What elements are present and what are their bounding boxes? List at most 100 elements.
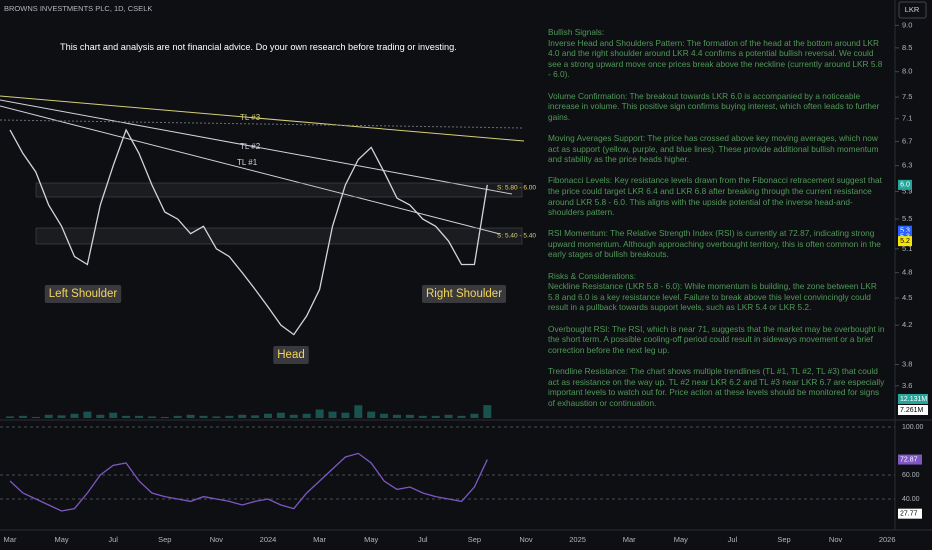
volume-bar <box>6 416 14 418</box>
paragraph: RSI Momentum: The Relative Strength Inde… <box>548 228 881 260</box>
price-tag <box>898 236 912 247</box>
volume-bar <box>393 414 401 418</box>
analysis-panel: Bullish Signals: Inverse Head and Shoulde… <box>548 27 886 419</box>
volume-bar <box>431 415 440 418</box>
volume-bar <box>57 415 66 418</box>
paragraph: Fibonacci Levels: Key resistance levels … <box>548 175 882 218</box>
volume-bar <box>418 415 427 418</box>
rsi-tick-label: 40.00 <box>902 496 920 503</box>
price-tag <box>898 225 912 236</box>
symbol-title: BROWNS INVESTMENTS PLC, 1D, CSELK <box>4 4 152 13</box>
trendline <box>0 99 513 195</box>
x-tick-label: 2024 <box>260 535 277 544</box>
volume-bar <box>122 415 131 418</box>
volume-bar <box>44 414 53 418</box>
pattern-label-box <box>44 285 122 303</box>
zone-label: S: 5.80 - 6.00 <box>497 185 536 192</box>
x-tick-label: Sep <box>158 535 171 544</box>
x-tick-label: May <box>364 535 378 544</box>
rsi-tick-label: 60.00 <box>902 472 920 479</box>
x-tick-label: Mar <box>313 535 326 544</box>
x-tick-label: Sep <box>777 535 790 544</box>
price-tag-label: 5.2 <box>900 238 910 245</box>
volume-bar <box>212 416 221 418</box>
pattern-label-box <box>421 285 507 303</box>
x-tick-label: Nov <box>829 535 843 544</box>
paragraph: Volume Confirmation: The breakout toward… <box>548 90 880 122</box>
y-tick-label: 4.2 <box>902 320 912 329</box>
y-tick-label: 8.0 <box>902 67 912 76</box>
currency-box[interactable] <box>898 1 927 19</box>
pattern-label: Left Shoulder <box>49 288 118 300</box>
y-tick-label: 7.1 <box>902 114 912 123</box>
support-zone <box>35 182 523 198</box>
rsi-tag-label: 72.87 <box>900 456 918 463</box>
x-tick-label: 2026 <box>879 535 896 544</box>
price-tag-label: 6.0 <box>900 182 910 189</box>
volume-bar <box>109 412 118 418</box>
volume-tag <box>898 394 928 404</box>
x-tick-label: 2025 <box>569 535 586 544</box>
trendline-label: TL #3 <box>240 113 261 122</box>
section-heading: Risks & Considerations: <box>548 270 637 281</box>
volume-bar <box>70 413 79 418</box>
x-tick-label: Jul <box>418 535 428 544</box>
paragraph: Moving Averages Support: The price has c… <box>548 132 879 165</box>
volume-bar <box>31 416 40 418</box>
x-tick-label: Mar <box>623 535 636 544</box>
volume-bar <box>444 414 453 418</box>
volume-bar <box>367 411 376 418</box>
pattern-label: Head <box>277 349 305 361</box>
price-line <box>9 128 488 336</box>
volume-tag-label: 7.261M <box>900 407 924 414</box>
disclaimer: This chart and analysis are not financia… <box>60 42 457 52</box>
y-tick-label: 5.1 <box>902 244 912 253</box>
volume-bar <box>405 414 414 418</box>
rsi-line <box>9 452 488 512</box>
paragraph: Inverse Head and Shoulders Pattern: The … <box>548 37 883 80</box>
y-tick-label: 6.7 <box>902 136 912 145</box>
paragraph: Overbought RSI: The RSI, which is near 7… <box>548 323 885 355</box>
rsi-tag-label: 27.77 <box>900 511 918 518</box>
volume-bar <box>264 413 272 418</box>
y-tick-label: 7.5 <box>902 92 912 101</box>
y-tick-label: 3.8 <box>902 359 912 368</box>
x-tick-label: Nov <box>519 535 533 544</box>
y-tick-label: 8.5 <box>902 43 912 52</box>
price-tag <box>898 179 912 190</box>
trendline <box>0 95 525 142</box>
x-tick-label: Nov <box>210 535 224 544</box>
volume-bar <box>251 415 260 418</box>
volume-bar <box>83 411 92 418</box>
y-tick-label: 4.8 <box>902 268 912 277</box>
fib-line <box>0 119 525 129</box>
x-tick-label: Jul <box>728 535 738 544</box>
paragraph: Trendline Resistance: The chart shows mu… <box>548 366 885 408</box>
volume-bar <box>186 414 195 418</box>
currency[interactable]: LKR <box>905 5 920 14</box>
y-tick-label: 9.0 <box>902 20 912 29</box>
volume-bar <box>96 414 105 418</box>
volume-bar <box>341 412 350 418</box>
x-tick-label: Mar <box>4 535 17 544</box>
y-tick-label: 5.5 <box>902 214 912 223</box>
volume-bar <box>380 413 389 418</box>
volume-bar <box>354 405 363 418</box>
volume-bar <box>147 416 156 418</box>
y-tick-label: 6.3 <box>902 161 912 170</box>
x-tick-label: Jul <box>108 535 118 544</box>
pattern-label: Right Shoulder <box>426 288 502 300</box>
rsi-tag <box>898 454 922 465</box>
volume-bar <box>238 414 247 418</box>
trendline-label: TL #1 <box>237 158 258 167</box>
y-tick-label: 4.5 <box>902 293 912 302</box>
volume-bar <box>328 411 337 418</box>
section-heading: Bullish Signals: <box>548 27 605 37</box>
volume-tag-label: 12.131M <box>900 396 927 403</box>
volume-bar <box>276 412 285 418</box>
trendline-label: TL #2 <box>240 142 261 151</box>
volume-bar <box>457 415 466 418</box>
